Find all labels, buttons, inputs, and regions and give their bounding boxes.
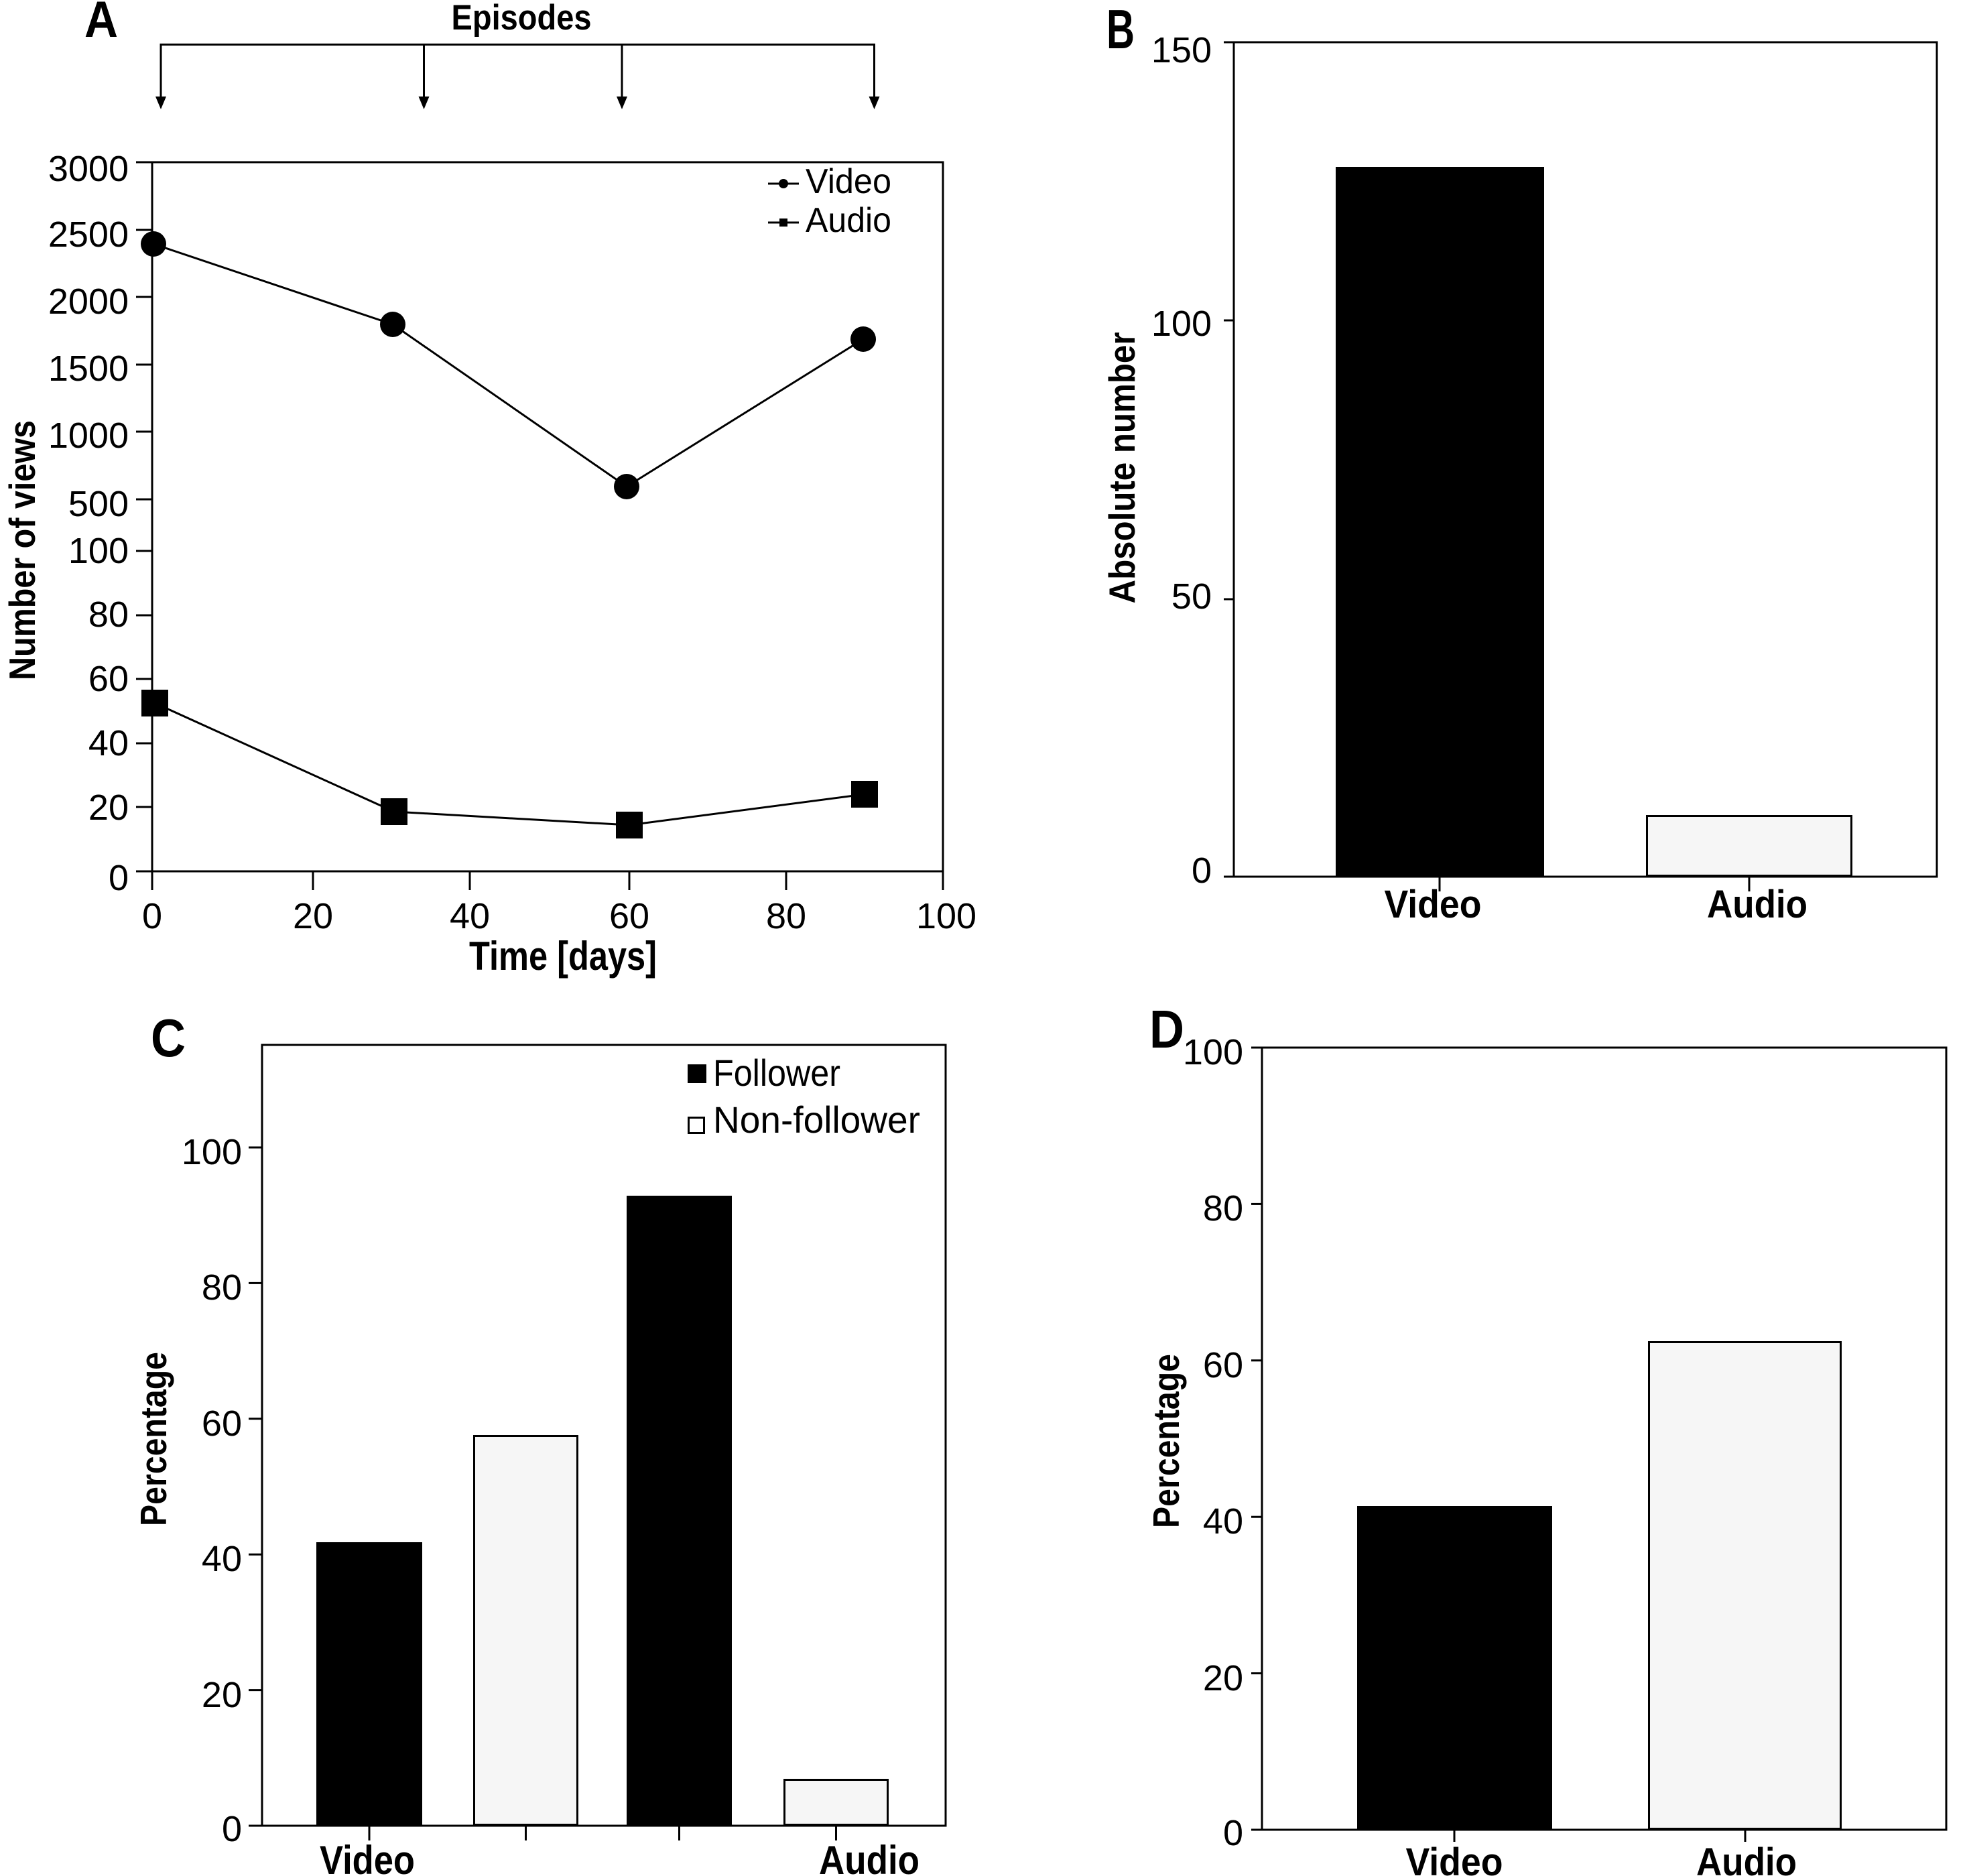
svg-text:Audio: Audio	[1707, 883, 1808, 926]
svg-text:Video: Video	[1406, 1840, 1503, 1876]
svg-text:60: 60	[202, 1403, 242, 1444]
svg-text:20: 20	[1203, 1658, 1243, 1698]
svg-text:20: 20	[88, 788, 129, 828]
svg-text:Percentage: Percentage	[133, 1352, 174, 1526]
svg-text:80: 80	[766, 896, 806, 936]
svg-text:40: 40	[450, 896, 490, 936]
svg-text:B: B	[1106, 0, 1135, 60]
svg-text:100: 100	[1151, 304, 1212, 344]
svg-text:Audio: Audio	[806, 201, 891, 240]
svg-text:1000: 1000	[48, 416, 129, 456]
svg-text:60: 60	[1203, 1345, 1243, 1385]
svg-text:0: 0	[222, 1809, 242, 1849]
svg-text:40: 40	[88, 723, 129, 763]
svg-text:3000: 3000	[48, 149, 129, 189]
svg-text:20: 20	[202, 1675, 242, 1715]
svg-text:Absolute number: Absolute number	[1101, 332, 1143, 604]
svg-text:0: 0	[109, 858, 129, 898]
svg-text:40: 40	[1203, 1501, 1243, 1542]
svg-text:D: D	[1149, 999, 1184, 1059]
svg-text:80: 80	[202, 1267, 242, 1308]
svg-text:C: C	[151, 1008, 186, 1068]
svg-text:Percentage: Percentage	[1145, 1354, 1187, 1528]
svg-text:Video: Video	[320, 1838, 415, 1876]
svg-text:150: 150	[1151, 30, 1212, 70]
svg-text:Audio: Audio	[1696, 1840, 1797, 1876]
svg-text:100: 100	[1183, 1032, 1243, 1072]
svg-text:Video: Video	[1385, 883, 1482, 926]
svg-text:A: A	[84, 0, 118, 48]
svg-text:80: 80	[1203, 1188, 1243, 1229]
svg-text:Time [days]: Time [days]	[469, 934, 657, 979]
svg-text:Audio: Audio	[819, 1838, 920, 1876]
svg-text:100: 100	[916, 896, 976, 936]
svg-text:Follower: Follower	[713, 1052, 840, 1094]
svg-text:80: 80	[88, 595, 129, 635]
svg-text:2500: 2500	[48, 214, 129, 255]
svg-text:50: 50	[1171, 576, 1212, 617]
svg-text:Video: Video	[806, 162, 891, 201]
svg-text:60: 60	[609, 896, 649, 936]
svg-text:0: 0	[1223, 1813, 1243, 1853]
svg-text:1500: 1500	[48, 349, 129, 389]
svg-text:60: 60	[88, 659, 129, 699]
svg-text:100: 100	[68, 531, 129, 571]
svg-text:2000: 2000	[48, 282, 129, 322]
svg-text:100: 100	[182, 1132, 242, 1172]
svg-text:Non-follower: Non-follower	[713, 1099, 920, 1141]
svg-text:0: 0	[1192, 851, 1212, 891]
svg-text:Episodes: Episodes	[452, 0, 592, 38]
svg-text:40: 40	[202, 1539, 242, 1579]
svg-text:500: 500	[68, 484, 129, 524]
svg-text:Number of views: Number of views	[1, 420, 43, 680]
svg-text:20: 20	[293, 896, 333, 936]
svg-text:0: 0	[142, 896, 162, 936]
